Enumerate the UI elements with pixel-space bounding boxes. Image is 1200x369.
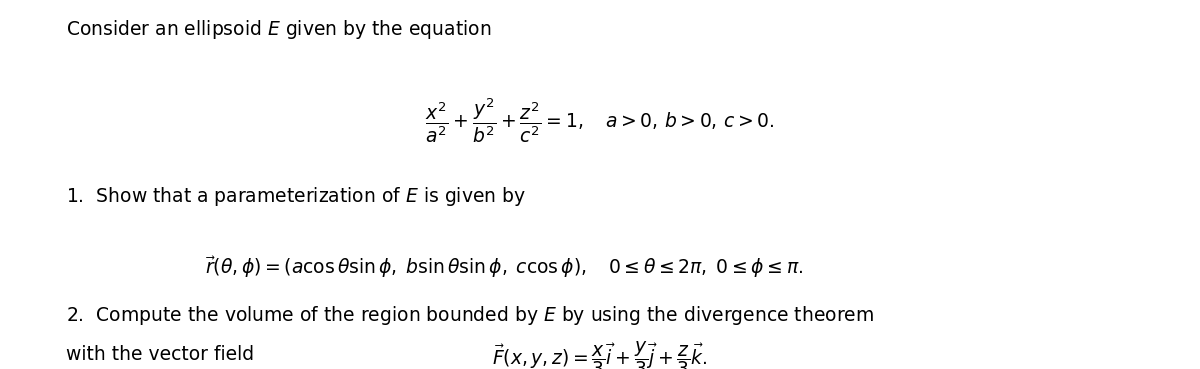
Text: $\vec{F}(x, y, z) = \dfrac{x}{3}\vec{i} + \dfrac{y}{3}\vec{j} + \dfrac{z}{3}\vec: $\vec{F}(x, y, z) = \dfrac{x}{3}\vec{i} …: [492, 339, 708, 369]
Text: 1.  Show that a parameterization of $E$ is given by: 1. Show that a parameterization of $E$ i…: [66, 184, 526, 207]
Text: with the vector field: with the vector field: [66, 345, 254, 364]
Text: Consider an ellipsoid $E$ given by the equation: Consider an ellipsoid $E$ given by the e…: [66, 18, 492, 41]
Text: $\vec{r}(\theta, \phi) = (a\cos\theta\sin\phi,\; b\sin\theta\sin\phi,\; c\cos\ph: $\vec{r}(\theta, \phi) = (a\cos\theta\si…: [205, 255, 803, 280]
Text: $\dfrac{x^2}{a^2} + \dfrac{y^2}{b^2} + \dfrac{z^2}{c^2} = 1, \quad a > 0,\, b > : $\dfrac{x^2}{a^2} + \dfrac{y^2}{b^2} + \…: [425, 96, 775, 145]
Text: 2.  Compute the volume of the region bounded by $E$ by using the divergence theo: 2. Compute the volume of the region boun…: [66, 304, 874, 327]
